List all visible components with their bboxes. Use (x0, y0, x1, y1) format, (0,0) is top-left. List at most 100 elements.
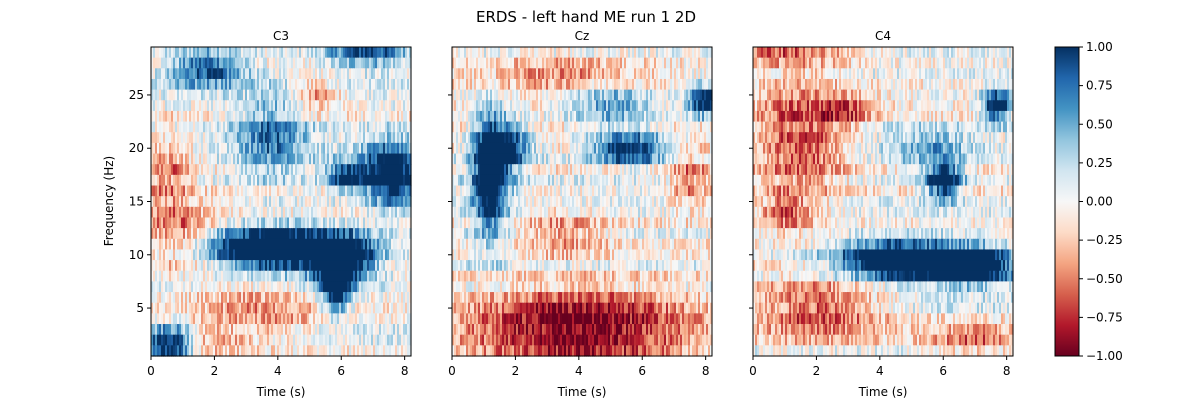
heatmap-cell (307, 302, 310, 314)
heatmap-cell (293, 132, 296, 144)
heatmap-cell (285, 345, 288, 357)
heatmap-cell (343, 302, 346, 314)
heatmap-cell (271, 47, 274, 59)
heatmap-cell (397, 100, 400, 112)
heatmap-cell (165, 302, 168, 314)
heatmap-cell (185, 174, 188, 187)
heatmap-cell (261, 313, 264, 325)
heatmap-cell (291, 100, 294, 112)
heatmap-cell (345, 313, 348, 325)
heatmap-cell (281, 121, 284, 133)
heatmap-cell (313, 57, 316, 69)
heatmap-cell (225, 185, 228, 197)
heatmap-cell (275, 270, 278, 283)
heatmap-cell (367, 132, 370, 144)
heatmap-cell (369, 302, 372, 314)
heatmap-cell (281, 164, 284, 176)
heatmap-cell (263, 132, 266, 144)
heatmap-cell (207, 47, 210, 59)
heatmap-cell (389, 302, 392, 314)
heatmap-cell (327, 100, 330, 112)
heatmap-cell (203, 132, 206, 144)
heatmap-cell (301, 313, 304, 325)
heatmap-cell (157, 345, 160, 357)
heatmap-cell (213, 238, 216, 251)
heatmap-cell (289, 228, 292, 240)
heatmap-cell (297, 100, 300, 112)
heatmap-cell (233, 313, 236, 325)
heatmap-cell (179, 89, 182, 101)
heatmap-cell (297, 89, 300, 101)
heatmap-cell (327, 206, 330, 219)
heatmap-cell (365, 217, 368, 229)
heatmap-cell (281, 324, 284, 336)
heatmap-cell (229, 174, 232, 187)
heatmap-cell (305, 238, 308, 251)
heatmap-cell (261, 228, 264, 240)
heatmap-cell (401, 121, 404, 133)
heatmap-cell (235, 185, 238, 197)
heatmap-cell (243, 324, 246, 336)
heatmap-cell (275, 281, 278, 293)
heatmap-cell (247, 217, 250, 229)
heatmap-cell (155, 270, 158, 283)
heatmap-cell (331, 281, 334, 293)
heatmap-cell (161, 164, 164, 176)
heatmap-cell (333, 57, 336, 69)
heatmap-cell (317, 260, 320, 272)
heatmap-cell (293, 249, 296, 261)
heatmap-cell (403, 249, 406, 261)
heatmap-cell (373, 228, 376, 240)
heatmap-cell (317, 302, 320, 314)
heatmap-cell (255, 142, 258, 155)
heatmap-cell (303, 302, 306, 314)
heatmap-cell (317, 57, 320, 69)
heatmap-cell (321, 100, 324, 112)
heatmap-cell (269, 217, 272, 229)
heatmap-cell (163, 217, 166, 229)
heatmap-cell (323, 281, 326, 293)
heatmap-cell (397, 260, 400, 272)
heatmap-cell (385, 324, 388, 336)
heatmap-cell (319, 68, 322, 80)
heatmap-cell (215, 196, 218, 208)
heatmap-cell (173, 196, 176, 208)
heatmap-cell (331, 217, 334, 229)
heatmap-cell (267, 345, 270, 357)
heatmap-cell (169, 174, 172, 187)
heatmap-cell (379, 174, 382, 187)
heatmap-cell (289, 110, 292, 123)
heatmap-cell (225, 260, 228, 272)
heatmap-cell (205, 153, 208, 165)
heatmap-cell (381, 238, 384, 251)
heatmap-cell (251, 260, 254, 272)
heatmap-cell (219, 78, 222, 91)
heatmap-cell (249, 292, 252, 304)
heatmap-cell (303, 132, 306, 144)
heatmap-cell (393, 153, 396, 165)
heatmap-cell (211, 153, 214, 165)
heatmap-cell (259, 153, 262, 165)
heatmap-cell (331, 100, 334, 112)
heatmap-cell (285, 89, 288, 101)
heatmap-cell (269, 238, 272, 251)
heatmap-cell (349, 174, 352, 187)
heatmap-cell (157, 334, 160, 346)
heatmap-cell (311, 121, 314, 133)
heatmap-cell (313, 324, 316, 336)
heatmap-cell (241, 206, 244, 219)
heatmap-cell (181, 132, 184, 144)
heatmap-cell (347, 249, 350, 261)
heatmap-cell (189, 292, 192, 304)
heatmap-cell (229, 57, 232, 69)
heatmap-cell (259, 238, 262, 251)
heatmap-cell (395, 121, 398, 133)
heatmap-cell (389, 153, 392, 165)
heatmap-cell (257, 249, 260, 261)
heatmap-cell (309, 217, 312, 229)
heatmap-cell (389, 196, 392, 208)
heatmap-cell (407, 100, 410, 112)
heatmap-cell (391, 100, 394, 112)
heatmap-cell (277, 324, 280, 336)
heatmap-cell (373, 153, 376, 165)
